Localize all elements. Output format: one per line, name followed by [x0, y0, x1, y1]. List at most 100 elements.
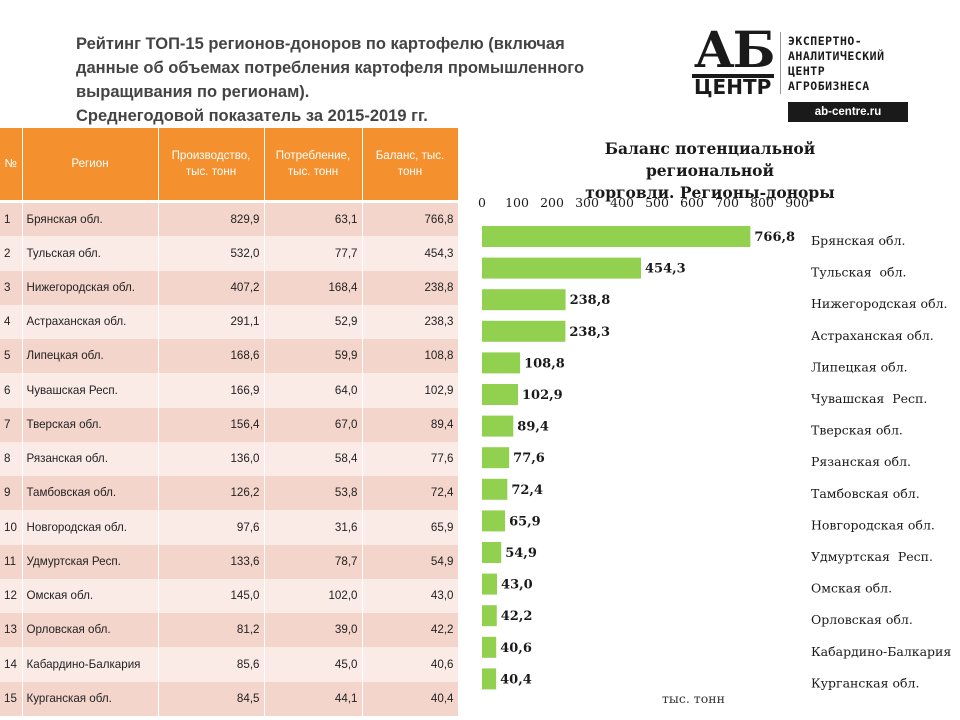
table-body: 1 Брянская обл. 829,9 63,1 766,8 2 Тульская об…: [0, 201, 459, 716]
row-consumption: 52,9: [264, 304, 363, 339]
row-balance: 102,9: [362, 372, 459, 408]
logo-text-line: ЦЕНТР: [788, 64, 826, 78]
category-label: Чувашская Респ.: [811, 391, 927, 406]
header-consumption: Потребление, тыс. тонн: [264, 128, 363, 203]
row-balance: 40,4: [362, 681, 459, 716]
regions-table: № Регион Производство, тыс. тонн Потребл…: [0, 128, 459, 716]
bar-value-label: 238,8: [570, 293, 611, 308]
row-number: 13: [0, 612, 23, 647]
row-consumption: 78,7: [264, 544, 363, 579]
header-region: Регион: [22, 128, 159, 203]
bar: [482, 447, 510, 469]
title-line: выращивания по регионам).: [76, 83, 310, 101]
table-row: 15 Курганская обл. 84,5 44,1 40,4: [0, 681, 459, 716]
row-production: 532,0: [158, 235, 265, 271]
category-label: Тамбовская обл.: [811, 486, 920, 501]
row-consumption: 63,1: [264, 201, 363, 236]
title-line: Среднегодовой показатель за 2015-2019 гг…: [76, 107, 428, 125]
row-production: 85,6: [158, 646, 265, 682]
bar: [482, 573, 498, 595]
row-balance: 108,8: [362, 338, 459, 373]
category-label: Кабардино-Балкария: [811, 644, 951, 659]
category-label: Нижегородская обл.: [811, 296, 948, 311]
row-production: 84,5: [158, 681, 265, 716]
table-row: 8 Рязанская обл. 136,0 58,4 77,6: [0, 441, 459, 476]
logo-text-line: АГРОБИЗНЕСА: [788, 79, 870, 93]
bar-value-label: 108,8: [524, 356, 565, 371]
logo-mark: АБ ЦЕНТР: [690, 22, 780, 98]
bar: [482, 668, 497, 690]
row-number: 14: [0, 646, 23, 682]
row-production: 145,0: [158, 578, 265, 613]
table-row: 10 Новгородская обл. 97,6 31,6 65,9: [0, 509, 459, 545]
row-production: 126,2: [158, 475, 265, 510]
logo-text-line: АНАЛИТИЧЕСКИЙ: [788, 49, 885, 63]
row-production: 291,1: [158, 304, 265, 339]
header-balance: Баланс, тыс. тонн: [362, 128, 459, 203]
row-balance: 40,6: [362, 646, 459, 682]
row-number: 11: [0, 544, 23, 579]
row-balance: 454,3: [362, 235, 459, 271]
row-region: Астраханская обл.: [22, 304, 159, 339]
row-balance: 54,9: [362, 544, 459, 579]
bar: [482, 352, 521, 374]
row-consumption: 58,4: [264, 441, 363, 476]
row-production: 136,0: [158, 441, 265, 476]
bar: [482, 542, 502, 563]
logo-mark-top: АБ: [694, 20, 775, 79]
bar-value-label: 766,8: [754, 230, 795, 245]
row-number: 8: [0, 441, 23, 476]
row-balance: 72,4: [362, 475, 459, 510]
category-label: Курганская обл.: [811, 675, 919, 690]
row-region: Кабардино-Балкария: [22, 646, 159, 682]
row-balance: 89,4: [362, 407, 459, 442]
row-consumption: 168,4: [264, 270, 363, 305]
row-consumption: 44,1: [264, 681, 363, 716]
row-consumption: 39,0: [264, 612, 363, 647]
bar: [482, 384, 519, 405]
x-axis-unit-label: тыс. тонн: [662, 691, 725, 706]
logo-separator: [780, 32, 781, 94]
header-production: Производство, тыс. тонн: [158, 128, 265, 203]
row-production: 168,6: [158, 338, 265, 373]
bar-value-label: 238,3: [569, 325, 610, 340]
bar-value-label: 42,2: [501, 609, 533, 624]
row-region: Чувашская Респ.: [22, 372, 159, 408]
row-balance: 43,0: [362, 578, 459, 613]
category-label: Липецкая обл.: [811, 359, 908, 374]
row-region: Нижегородская обл.: [22, 270, 159, 305]
bar: [482, 510, 506, 532]
logo-bar: [692, 74, 774, 78]
row-production: 81,2: [158, 612, 265, 647]
table-row: 11 Удмуртская Респ. 133,6 78,7 54,9: [0, 544, 459, 579]
table-row: 1 Брянская обл. 829,9 63,1 766,8: [0, 201, 459, 236]
row-balance: 65,9: [362, 509, 459, 545]
balance-bar-chart: 0 100 200 300 400 500 600 700 800 900 766,8 Брянска…: [478, 195, 951, 706]
row-region: Тульская обл.: [22, 235, 159, 271]
bar-value-label: 77,6: [513, 451, 545, 466]
row-number: 10: [0, 509, 23, 545]
row-consumption: 31,6: [264, 509, 363, 545]
bar-value-label: 65,9: [509, 514, 541, 529]
row-production: 156,4: [158, 407, 265, 442]
table-row: 9 Тамбовская обл. 126,2 53,8 72,4: [0, 475, 459, 510]
bar: [482, 226, 751, 247]
category-label: Тверская обл.: [811, 423, 903, 438]
row-region: Орловская обл.: [22, 612, 159, 647]
x-tick-label: 0: [478, 195, 486, 210]
row-region: Омская обл.: [22, 578, 159, 613]
table-row: 7 Тверская обл. 156,4 67,0 89,4: [0, 407, 459, 442]
x-tick-label: 400: [610, 195, 634, 210]
category-label: Брянская обл.: [811, 233, 906, 248]
row-number: 5: [0, 338, 23, 373]
bar-value-label: 40,6: [500, 641, 532, 656]
row-region: Тверская обл.: [22, 407, 159, 442]
x-tick-label: 100: [505, 195, 529, 210]
table-row: 14 Кабардино-Балкария 85,6 45,0 40,6: [0, 646, 459, 682]
logo-text: ЭКСПЕРТНО- АНАЛИТИЧЕСКИЙ ЦЕНТР АГРОБИЗНЕ…: [788, 34, 938, 94]
row-region: Новгородская обл.: [22, 509, 159, 545]
x-tick-label: 600: [680, 195, 704, 210]
bar-value-label: 43,0: [501, 578, 533, 593]
row-number: 2: [0, 235, 23, 271]
header-num: №: [0, 128, 23, 203]
